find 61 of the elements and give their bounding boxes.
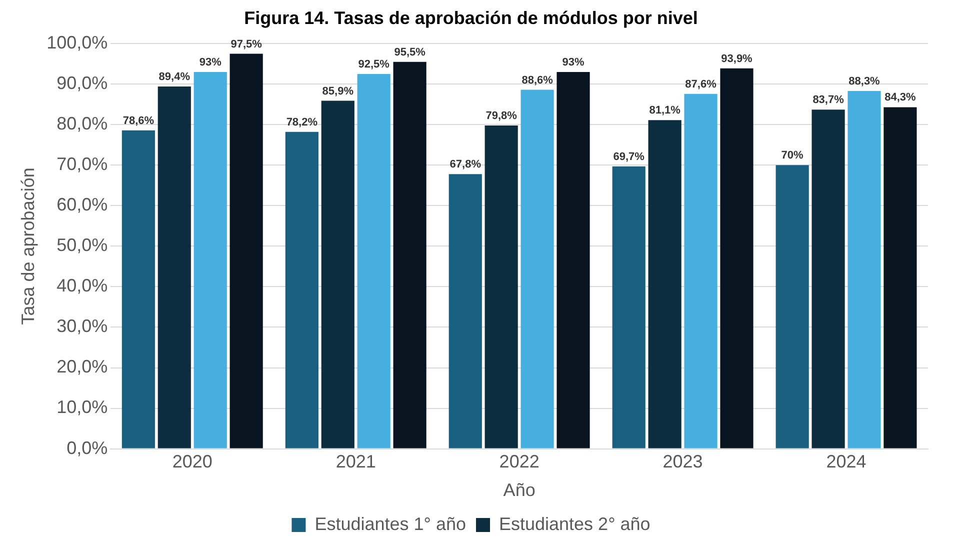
data-label: 95,5%	[394, 46, 426, 58]
x-tick-label: 2024	[826, 452, 866, 472]
data-label: 88,6%	[522, 74, 554, 86]
bar	[484, 125, 518, 448]
data-label: 70%	[781, 150, 804, 162]
y-tick-label: 20,0%	[56, 356, 108, 377]
bar	[158, 86, 191, 448]
data-label: 79,8%	[486, 110, 518, 122]
y-tick-label: 70,0%	[56, 154, 108, 174]
y-tick-label: 0,0%	[66, 438, 108, 458]
bar	[448, 174, 482, 448]
bar	[648, 120, 682, 448]
data-label: 87,6%	[685, 78, 717, 90]
x-tick-label: 2022	[499, 452, 540, 472]
legend-label: Estudiantes 2° año	[499, 514, 650, 534]
y-tick-label: 10,0%	[56, 397, 108, 418]
data-label: 88,3%	[848, 76, 880, 88]
bar	[520, 90, 554, 448]
x-tick-label: 2021	[336, 452, 376, 472]
bar	[285, 132, 318, 448]
y-tick-label: 90,0%	[56, 73, 108, 94]
legend-label: Estudiantes 1° año	[314, 514, 466, 534]
data-label: 78,6%	[122, 114, 154, 127]
data-label: 93%	[562, 56, 584, 68]
bar	[776, 165, 809, 448]
x-tick-label: 2023	[662, 452, 703, 472]
x-tick-label: 2020	[172, 452, 212, 472]
data-label: 84,3%	[884, 92, 916, 104]
y-tick-label: 60,0%	[56, 194, 108, 215]
data-label: 93%	[199, 56, 222, 68]
bar	[684, 94, 718, 448]
data-label: 93,9%	[721, 52, 753, 65]
y-tick-label: 100,0%	[46, 32, 108, 53]
bar	[393, 62, 426, 448]
data-label: 89,4%	[158, 71, 190, 84]
data-label: 83,7%	[812, 94, 844, 106]
data-label: 97,5%	[230, 38, 262, 50]
bar	[612, 166, 646, 448]
bar	[321, 100, 354, 448]
bar	[357, 74, 390, 448]
data-label: 67,8%	[450, 158, 482, 171]
data-label: 78,2%	[286, 116, 318, 128]
data-label: 81,1%	[649, 104, 681, 117]
bar	[812, 110, 845, 448]
bar	[194, 72, 227, 448]
data-label: 69,7%	[613, 150, 645, 163]
bar	[848, 91, 881, 448]
bar	[230, 54, 263, 448]
y-tick-label: 30,0%	[56, 316, 108, 336]
bar	[720, 68, 754, 448]
x-axis-title: Año	[503, 480, 536, 500]
chart-title: Figura 14. Tasas de aprobación de módulos por nivel	[244, 8, 698, 28]
y-tick-label: 40,0%	[56, 276, 108, 296]
bar	[556, 72, 590, 448]
y-axis-title: Tasa de aprobación	[18, 168, 38, 325]
bar	[884, 107, 917, 448]
y-tick-label: 50,0%	[56, 235, 108, 256]
y-tick-label: 80,0%	[56, 114, 108, 134]
data-label: 92,5%	[358, 58, 390, 71]
data-label: 85,9%	[322, 85, 354, 98]
bar	[122, 130, 155, 448]
